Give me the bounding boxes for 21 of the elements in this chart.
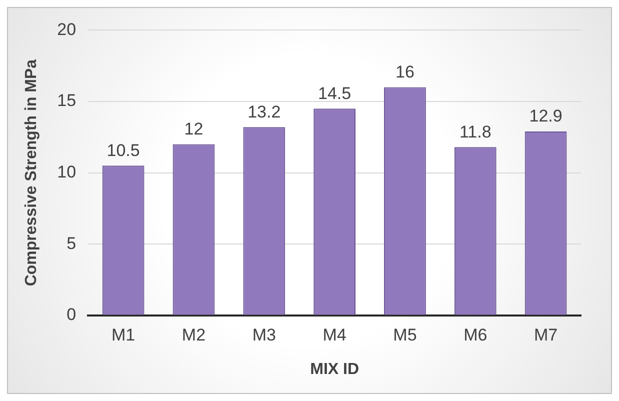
y-tick-label: 0 — [66, 305, 76, 324]
x-tick-label: M4 — [322, 325, 346, 344]
data-label: 12 — [184, 119, 204, 138]
data-label: 11.8 — [459, 122, 492, 142]
x-tick-label: M3 — [252, 325, 276, 344]
data-label: 12.9 — [529, 106, 562, 126]
x-tick-label: M2 — [182, 325, 206, 344]
x-tick-label: M6 — [464, 325, 488, 344]
y-tick-label: 15 — [57, 91, 76, 110]
data-label: 10.5 — [106, 140, 140, 160]
data-label: 13.2 — [248, 102, 281, 122]
x-tick-label: M1 — [112, 325, 136, 344]
x-tick-label: M7 — [534, 325, 558, 344]
data-label: 14.5 — [318, 84, 352, 103]
y-tick-label: 20 — [57, 20, 76, 39]
y-tick-label: 10 — [57, 162, 76, 182]
y-axis-title: Compressive Strength in MPa — [23, 59, 40, 286]
x-axis-title: MIX ID — [310, 360, 359, 378]
x-tick-label: M5 — [393, 325, 417, 344]
y-tick-label: 5 — [66, 234, 76, 253]
data-label: 16 — [396, 62, 414, 82]
